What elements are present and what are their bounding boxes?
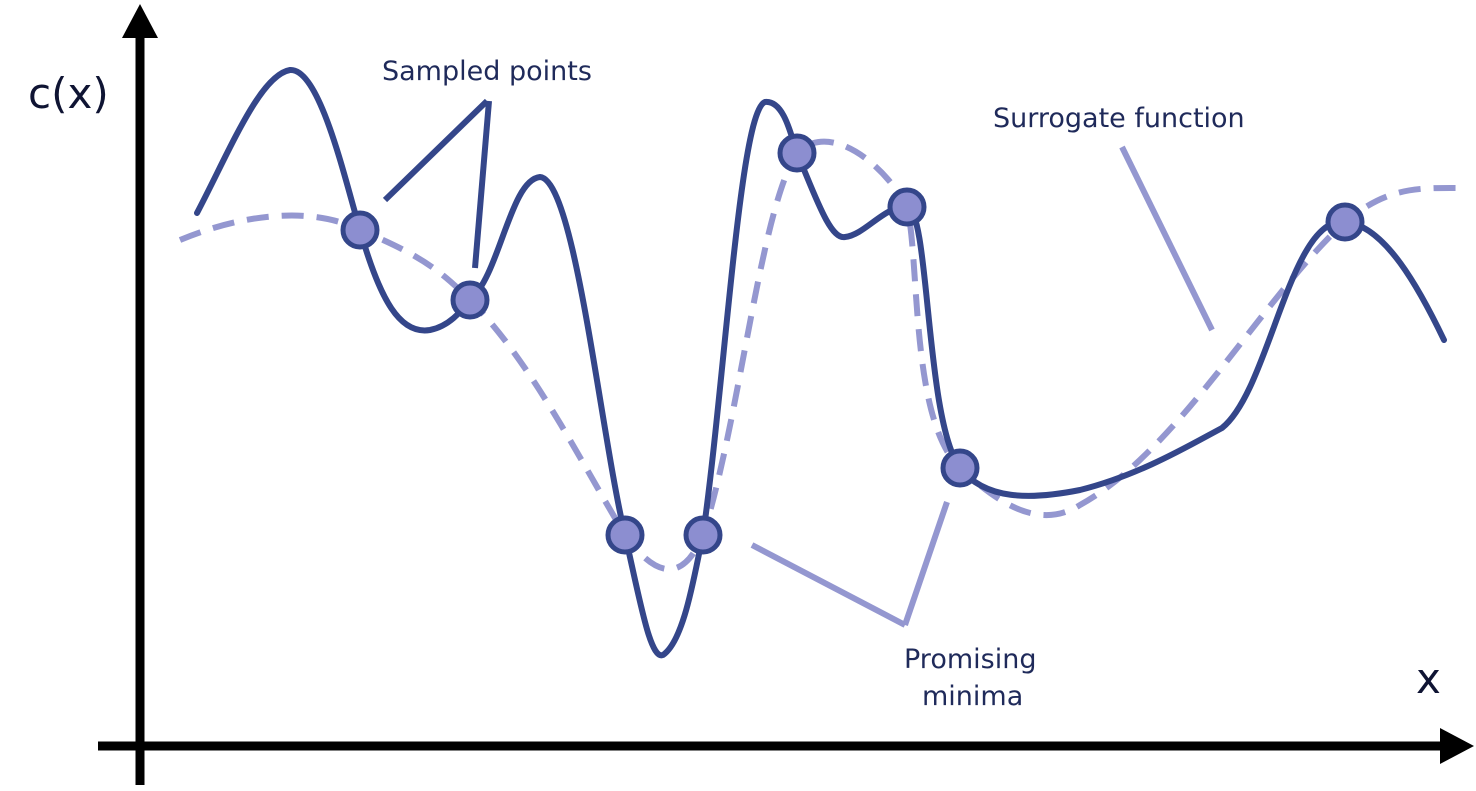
y-axis-label: c(x)	[28, 69, 109, 118]
promising-minima-label-line2: minima	[922, 681, 1023, 712]
surrogate-function-curve	[178, 138, 1469, 573]
sampled-point	[940, 448, 980, 488]
sampled-points-label: Sampled points	[382, 56, 592, 87]
leader-lines	[382, 98, 1215, 628]
sampled-point	[340, 210, 380, 250]
sampled-point	[450, 280, 490, 320]
y-axis-arrowhead	[122, 4, 158, 38]
sampled-point	[887, 187, 927, 227]
sampled-points	[340, 133, 1365, 555]
axes	[98, 4, 1474, 785]
promising-minima-leader-2	[902, 501, 950, 626]
sampled-points-leader-2	[472, 100, 492, 269]
x-axis-label: x	[1416, 654, 1441, 703]
true-function-curve	[194, 67, 1447, 659]
surrogate-function-leader	[1119, 145, 1215, 332]
surrogate-function-label: Surrogate function	[993, 103, 1245, 134]
promising-minima-label-line1: Promising	[904, 644, 1036, 675]
promising-minima-leader-1	[750, 542, 907, 628]
sampled-point	[605, 515, 645, 555]
x-axis-arrowhead	[1440, 728, 1474, 764]
sampled-point	[683, 515, 723, 555]
sampled-point	[1325, 202, 1365, 242]
sampled-points-leader-1	[382, 98, 490, 203]
sampled-point	[777, 133, 817, 173]
